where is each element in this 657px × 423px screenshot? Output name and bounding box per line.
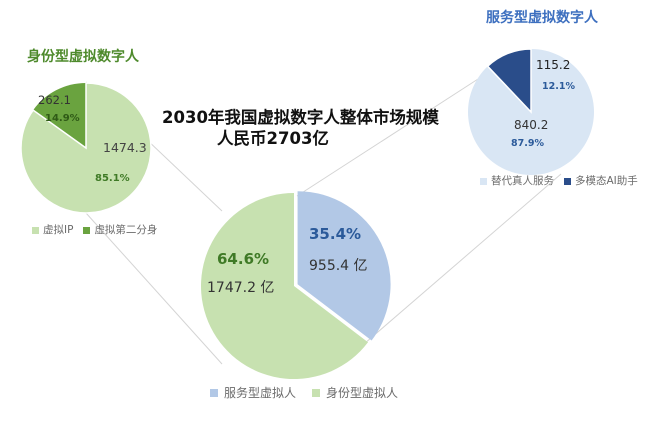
main-title-line2: 人民币2703亿 (217, 129, 329, 148)
connector-line-3 (296, 69, 493, 197)
legend-swatch-service (210, 389, 218, 397)
label-identity-value: 1747.2 亿 (207, 280, 274, 296)
legend-label-service: 服务型虚拟人 (224, 386, 297, 400)
left-chart-title: 身份型虚拟数字人 (27, 49, 139, 65)
pie-slice-identity (200, 193, 369, 379)
label-virtual-ip-value: 1474.3 (103, 140, 147, 155)
label-service-percent: 35.4% (309, 225, 361, 243)
main-title-line1: 2030年我国虚拟数字人整体市场规模 (162, 108, 439, 127)
pie-slice-service (297, 191, 391, 341)
legend-label-virtual-ip: 虚拟IP (43, 224, 74, 236)
legend-swatch-virtual-ip (32, 226, 39, 234)
label-replace-human-percent: 87.9% (511, 138, 544, 149)
right-legend: 替代真人服务 多模态AI助手 (480, 176, 638, 187)
legend-swatch-identity (312, 389, 321, 397)
label-ai-assistant-value: 115.2 (536, 58, 570, 72)
label-identity-percent: 64.6% (217, 250, 269, 268)
label-second-self-value: 262.1 (38, 93, 71, 107)
legend-swatch-second-self (83, 226, 91, 234)
main-legend: 服务型虚拟人 身份型虚拟人 (210, 387, 398, 399)
legend-label-replace-human: 替代真人服务 (491, 175, 554, 187)
legend-label-identity: 身份型虚拟人 (326, 386, 399, 400)
connector-line-2 (85, 212, 223, 365)
label-virtual-ip-percent: 85.1% (95, 173, 130, 184)
pie-divider-left (20, 82, 152, 214)
legend-label-second-self: 虚拟第二分身 (94, 224, 158, 236)
label-replace-human-value: 840.2 (514, 118, 548, 132)
label-service-value: 955.4 亿 (309, 258, 368, 274)
left-legend: 虚拟IP 虚拟第二分身 (32, 225, 157, 236)
connector-line-4 (363, 173, 562, 345)
pie-slice-second-self (33, 83, 86, 148)
label-second-self-percent: 14.9% (45, 113, 80, 124)
legend-label-ai-assistant: 多模态AI助手 (575, 175, 638, 187)
pie-divider-right (486, 48, 532, 114)
pie-slice-ai-assistant (487, 49, 531, 112)
legend-swatch-ai-assistant (564, 177, 571, 185)
legend-swatch-replace-human (480, 177, 487, 185)
right-chart-title: 服务型虚拟数字人 (486, 10, 598, 26)
label-ai-assistant-percent: 12.1% (542, 81, 575, 92)
